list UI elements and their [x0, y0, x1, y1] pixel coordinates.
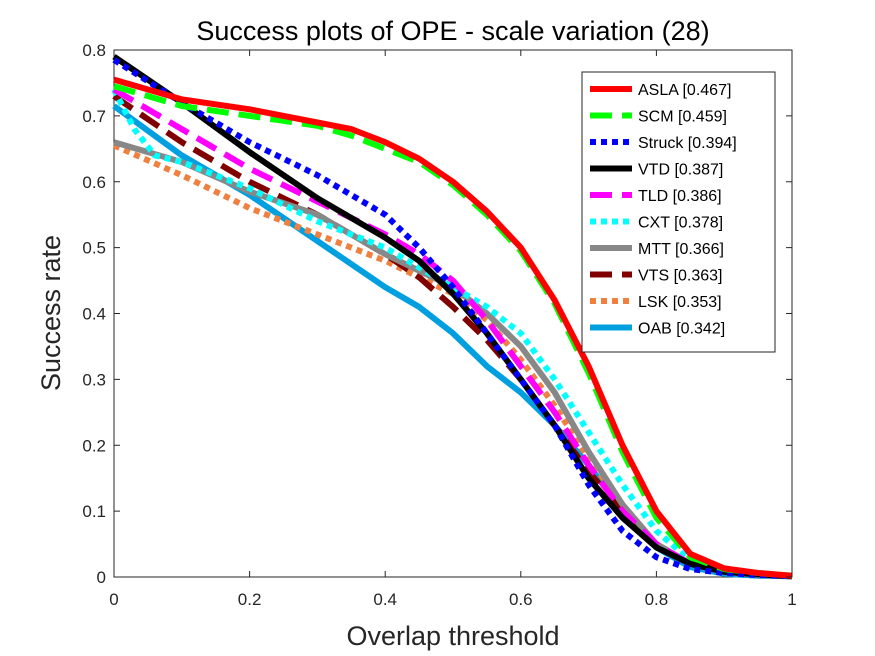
- legend-label: VTD [0.387]: [638, 162, 723, 179]
- y-tick-label: 0: [97, 568, 106, 587]
- series-line-asla: [113, 76, 793, 579]
- legend-label: TLD [0.386]: [638, 188, 722, 205]
- y-tick-label: 0.1: [82, 502, 106, 521]
- legend-label: OAB [0.342]: [638, 321, 725, 338]
- series-line-vtd: [112, 54, 793, 580]
- x-tick-label: 0: [109, 590, 118, 609]
- y-tick-label: 0.3: [82, 370, 106, 389]
- y-tick-label: 0.8: [82, 41, 106, 60]
- series-layer: [111, 54, 793, 580]
- legend-label: ASLA [0.467]: [638, 82, 731, 99]
- legend-label: VTS [0.363]: [638, 268, 723, 285]
- x-tick-label: 0.2: [238, 590, 262, 609]
- y-axis-label: Success rate: [36, 235, 66, 391]
- y-tick-label: 0.2: [82, 436, 106, 455]
- series-line-cxt: [111, 88, 793, 580]
- x-tick-label: 0.4: [373, 590, 397, 609]
- y-tick-label: 0.5: [82, 239, 106, 258]
- legend-label: Struck [0.394]: [638, 135, 737, 152]
- legend-label: SCM [0.459]: [638, 109, 727, 126]
- x-tick-label: 0.8: [645, 590, 669, 609]
- x-tick-label: 0.6: [509, 590, 533, 609]
- chart-title: Success plots of OPE - scale variation (…: [196, 16, 709, 46]
- legend-label: MTT [0.366]: [638, 241, 724, 258]
- y-tick-label: 0.4: [82, 305, 106, 324]
- tick-layer: 0 0.2 0.4 0.6 0.8 1 0 0.1 0.2 0.3 0.4 0.5 0.6 0.7 0.8: [82, 41, 796, 609]
- legend-box: [581, 71, 776, 353]
- y-tick-label: 0.6: [82, 173, 106, 192]
- legend-label: LSK [0.353]: [638, 294, 722, 311]
- legend-label: CXT [0.378]: [638, 215, 723, 232]
- x-tick-label: 1: [787, 590, 796, 609]
- legend-items: ASLA [0.467] SCM [0.459] Struck [0.394] VTD…: [590, 82, 737, 338]
- y-tick-label: 0.7: [82, 107, 106, 126]
- legend: ASLA [0.467] SCM [0.459] Struck [0.394] VTD…: [581, 71, 776, 353]
- x-axis-label: Overlap threshold: [346, 621, 559, 651]
